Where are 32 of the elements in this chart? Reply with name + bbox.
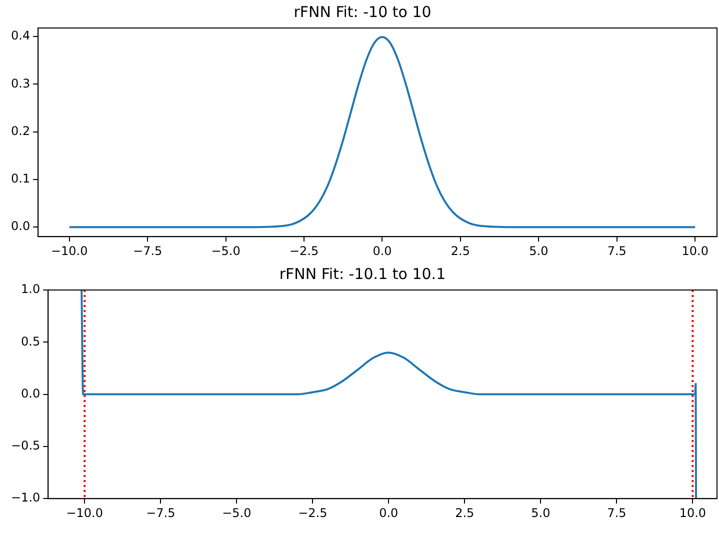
line-series xyxy=(80,290,698,499)
line-series xyxy=(68,36,696,228)
chart-title: rFNN Fit: -10 to 10 xyxy=(294,2,432,21)
x-tick-label: −10.0 xyxy=(50,244,88,258)
chart-title: rFNN Fit: -10.1 to 10.1 xyxy=(279,264,446,283)
y-tick-label: −1.0 xyxy=(11,490,40,505)
x-tick-label: −7.5 xyxy=(146,506,176,520)
y-tick-label: 0.2 xyxy=(10,124,30,138)
x-tick-label: 7.5 xyxy=(607,506,626,520)
x-tick-label: 0.0 xyxy=(379,506,398,520)
x-tick-label: −7.5 xyxy=(133,244,162,258)
x-tick-label: 10.0 xyxy=(679,506,706,520)
x-tick-label: −5.0 xyxy=(222,506,252,520)
x-tick-label: 2.5 xyxy=(455,506,474,520)
x-tick-label: −5.0 xyxy=(211,244,240,258)
x-tick-label: 5.0 xyxy=(531,506,550,520)
y-tick-label: 0.0 xyxy=(21,386,40,400)
y-tick-label: 0.1 xyxy=(10,172,30,186)
y-tick-label: 0.4 xyxy=(10,28,30,43)
y-tick-label: 1.0 xyxy=(21,282,40,296)
y-tick-label: 0.0 xyxy=(10,219,30,234)
x-tick-label: 0.0 xyxy=(372,244,392,258)
y-tick-label: −0.5 xyxy=(11,438,40,453)
x-tick-label: 10.0 xyxy=(682,244,708,258)
y-tick-label: 0.3 xyxy=(10,76,30,90)
x-tick-label: −2.5 xyxy=(289,244,319,258)
x-tick-label: 7.5 xyxy=(607,244,626,258)
x-tick-label: 5.0 xyxy=(529,244,548,258)
x-tick-label: 2.5 xyxy=(450,244,470,258)
y-tick-label: 0.5 xyxy=(21,334,40,348)
x-tick-label: −10.0 xyxy=(66,506,104,520)
x-tick-label: −2.5 xyxy=(298,506,328,520)
